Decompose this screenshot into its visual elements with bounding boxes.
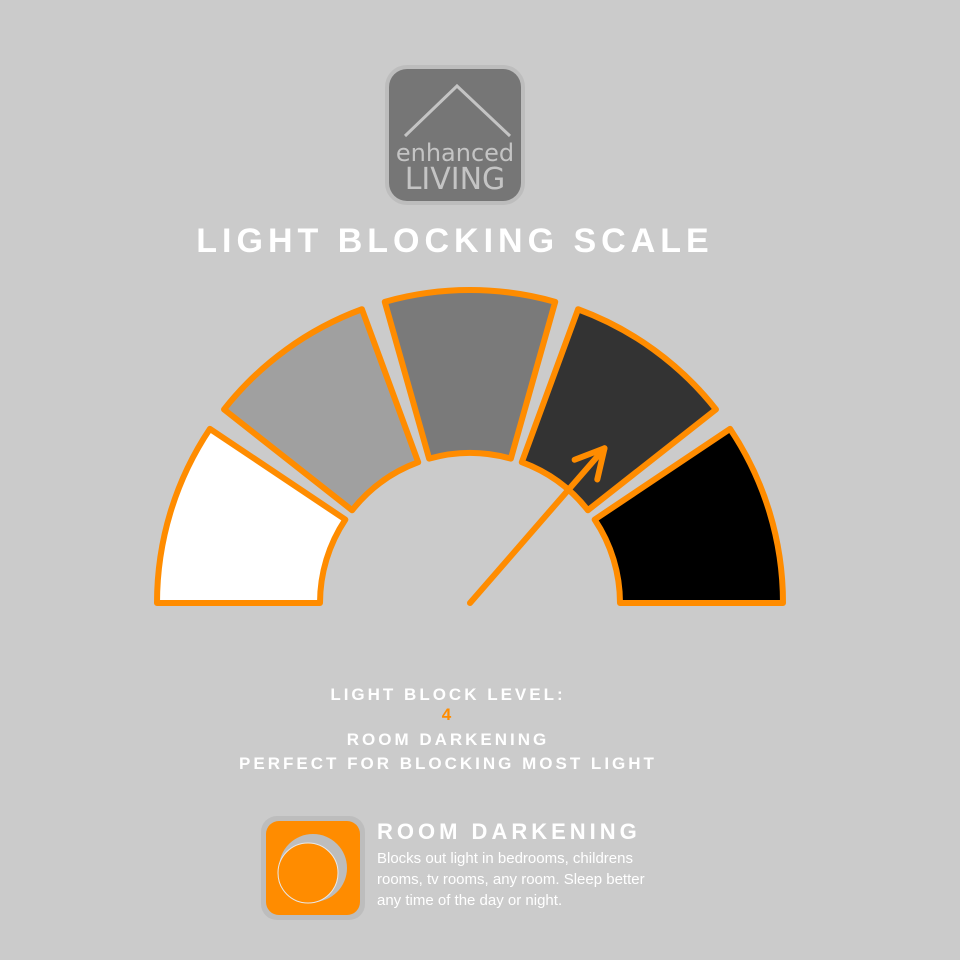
gauge-segment-1 xyxy=(154,425,349,606)
feature-description: Blocks out light in bedrooms, childrens … xyxy=(377,850,645,909)
gauge-needle-arrow-icon xyxy=(467,445,608,606)
logo-text-living: LIVING xyxy=(404,162,506,197)
logo-badge: enhanced LIVING xyxy=(389,69,521,201)
enhanced-living-logo: enhanced LIVING xyxy=(385,65,525,205)
level-value: 4 xyxy=(441,705,455,724)
level-name: ROOM DARKENING xyxy=(346,730,550,749)
moon-icon xyxy=(277,834,347,904)
room-darkening-badge xyxy=(261,816,365,920)
level-tagline: PERFECT FOR BLOCKING MOST LIGHT xyxy=(239,754,657,773)
feature-title: ROOM DARKENING xyxy=(377,819,641,844)
gauge-segment-4 xyxy=(518,306,719,514)
page-title: LIGHT BLOCKING SCALE xyxy=(196,222,714,260)
gauge-segment-3 xyxy=(381,287,559,462)
gauge-segment-5 xyxy=(591,425,786,606)
logo-text-enhanced: enhanced xyxy=(395,139,515,167)
house-roof-icon xyxy=(403,83,512,138)
level-label: LIGHT BLOCK LEVEL: xyxy=(330,685,566,704)
gauge-segment-2 xyxy=(221,306,422,514)
